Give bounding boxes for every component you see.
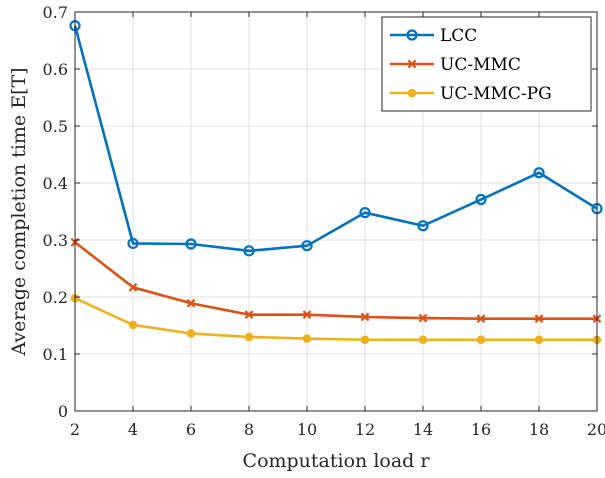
data-point-lcc [533, 167, 545, 179]
series-uc-mmc [70, 237, 602, 324]
data-point-lcc [417, 220, 429, 232]
legend-label: UC-MMC [440, 55, 521, 75]
x-tick-label: 10 [297, 420, 317, 439]
data-point-uc-mmc-pg [128, 320, 138, 330]
axis-ticks: 2 4 6 8 10 12 14 16 18 20 0 0.1 0.2 0.3 0.4 0.5 0.6 0.7 [43, 3, 605, 439]
legend-item-lcc: LCC [390, 26, 477, 46]
series-uc-mmc-pg [70, 293, 602, 345]
x-tick-label: 4 [128, 420, 138, 439]
x-tick-label: 16 [471, 420, 491, 439]
data-point-uc-mmc-pg [302, 334, 312, 343]
y-tick-label: 0.7 [43, 3, 68, 22]
x-tick-label: 6 [186, 420, 196, 439]
data-point-lcc [127, 237, 139, 250]
legend: LCC UC-MMC UC-MMC-PG [381, 16, 592, 112]
y-tick-label: 0.4 [43, 174, 68, 193]
x-tick-label: 8 [244, 420, 254, 439]
data-point-lcc [301, 240, 313, 252]
legend-swatch-marker [407, 59, 417, 69]
data-point-uc-mmc [476, 314, 486, 324]
data-point-uc-mmc [186, 298, 196, 308]
data-point-lcc [185, 238, 197, 250]
data-point-uc-mmc [418, 313, 428, 323]
data-point-lcc [359, 207, 371, 219]
x-axis-label: Computation load r [243, 450, 431, 472]
data-point-uc-mmc [244, 310, 254, 320]
data-point-uc-mmc-pg [534, 335, 544, 345]
legend-item-uc-mmc: UC-MMC [390, 55, 521, 75]
data-point-uc-mmc [360, 312, 370, 322]
x-tick-label: 14 [413, 420, 433, 439]
y-tick-label: 0.2 [43, 288, 68, 307]
legend-swatch-marker [407, 88, 417, 98]
y-tick-label: 0.3 [43, 231, 68, 250]
data-point-uc-mmc [534, 314, 544, 324]
data-point-lcc [243, 245, 255, 257]
legend-swatch-marker [406, 29, 418, 41]
data-point-uc-mmc-pg [244, 332, 254, 342]
y-axis-label: Average completion time E[T] [8, 67, 30, 356]
x-tick-label: 18 [529, 420, 549, 439]
data-point-uc-mmc-pg [418, 335, 428, 345]
series-line-uc-mmc [74, 241, 597, 320]
x-tick-label: 12 [355, 420, 375, 439]
series-lcc [69, 20, 603, 257]
legend-label: UC-MMC-PG [440, 84, 552, 104]
data-point-uc-mmc [128, 282, 138, 292]
series-line-uc-mmc-pg [74, 296, 597, 342]
data-point-lcc [475, 193, 487, 206]
x-tick-label: 2 [70, 420, 80, 439]
data-point-uc-mmc-pg [476, 335, 486, 345]
legend-label: LCC [440, 26, 477, 46]
series-line-lcc [73, 25, 598, 253]
data-point-uc-mmc-pg [360, 335, 370, 345]
plot-frame [74, 11, 598, 412]
y-tick-label: 0.5 [43, 117, 68, 136]
series-layer [69, 20, 603, 345]
y-tick-label: 0.1 [43, 345, 68, 364]
x-tick-label: 20 [587, 420, 605, 439]
y-tick-label: 0 [58, 402, 68, 421]
data-point-uc-mmc [302, 310, 312, 320]
y-tick-label: 0.6 [43, 60, 68, 79]
data-point-uc-mmc-pg [186, 329, 196, 338]
legend-item-uc-mmc-pg: UC-MMC-PG [390, 84, 552, 104]
